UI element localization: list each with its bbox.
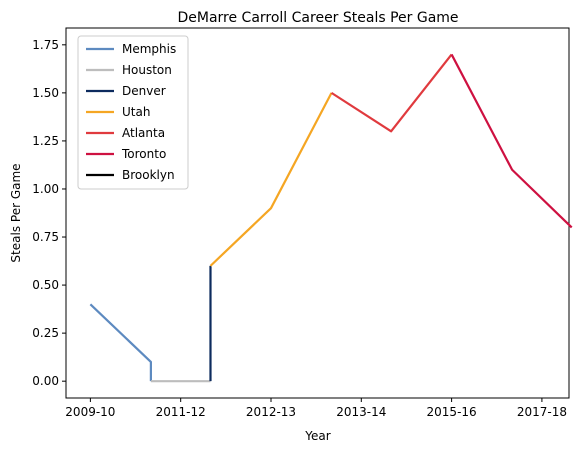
legend-label-brooklyn: Brooklyn	[122, 168, 175, 182]
legend-box	[77, 35, 189, 190]
x-tick-label: 2015-16	[427, 405, 477, 419]
x-tick-label: 2012-13	[246, 405, 296, 419]
series-line-utah	[209, 92, 333, 267]
legend-label-houston: Houston	[122, 63, 172, 77]
plot-frame	[65, 27, 570, 399]
legend-label-toronto: Toronto	[121, 147, 166, 161]
y-tick-label: 1.00	[32, 182, 59, 196]
series-lines	[89, 53, 573, 383]
y-tick-label: 0.25	[32, 326, 59, 340]
y-tick-label: 0.75	[32, 230, 59, 244]
legend-label-memphis: Memphis	[122, 42, 176, 56]
y-axis: 0.00 0.25 0.50 0.75 1.00 1.25 1.50 1.75	[32, 38, 66, 388]
x-tick-label: 2011-12	[156, 405, 206, 419]
x-axis: 2009-10 2011-12 2012-13 2013-14 2015-16 2017-…	[65, 398, 567, 419]
y-tick-label: 0.50	[32, 278, 59, 292]
y-tick-label: 1.50	[32, 86, 59, 100]
x-tick-label: 2009-10	[65, 405, 115, 419]
y-tick-label: 1.75	[32, 38, 59, 52]
series-line-atlanta	[330, 53, 453, 133]
legend-label-denver: Denver	[122, 84, 166, 98]
x-tick-label: 2013-14	[336, 405, 386, 419]
legend-label-utah: Utah	[122, 105, 150, 119]
x-tick-label: 2017-18	[517, 405, 567, 419]
chart-title: DeMarre Carroll Career Steals Per Game	[177, 10, 458, 26]
series-line-toronto	[450, 53, 573, 229]
y-axis-label: Steals Per Game	[9, 163, 23, 262]
legend: Memphis Houston Denver Utah Atlanta Toronto Br…	[77, 35, 189, 190]
y-tick-label: 1.25	[32, 134, 59, 148]
y-tick-label: 0.00	[32, 374, 59, 388]
series-line-memphis	[89, 303, 152, 382]
legend-label-atlanta: Atlanta	[122, 126, 165, 140]
x-axis-label: Year	[304, 429, 330, 443]
